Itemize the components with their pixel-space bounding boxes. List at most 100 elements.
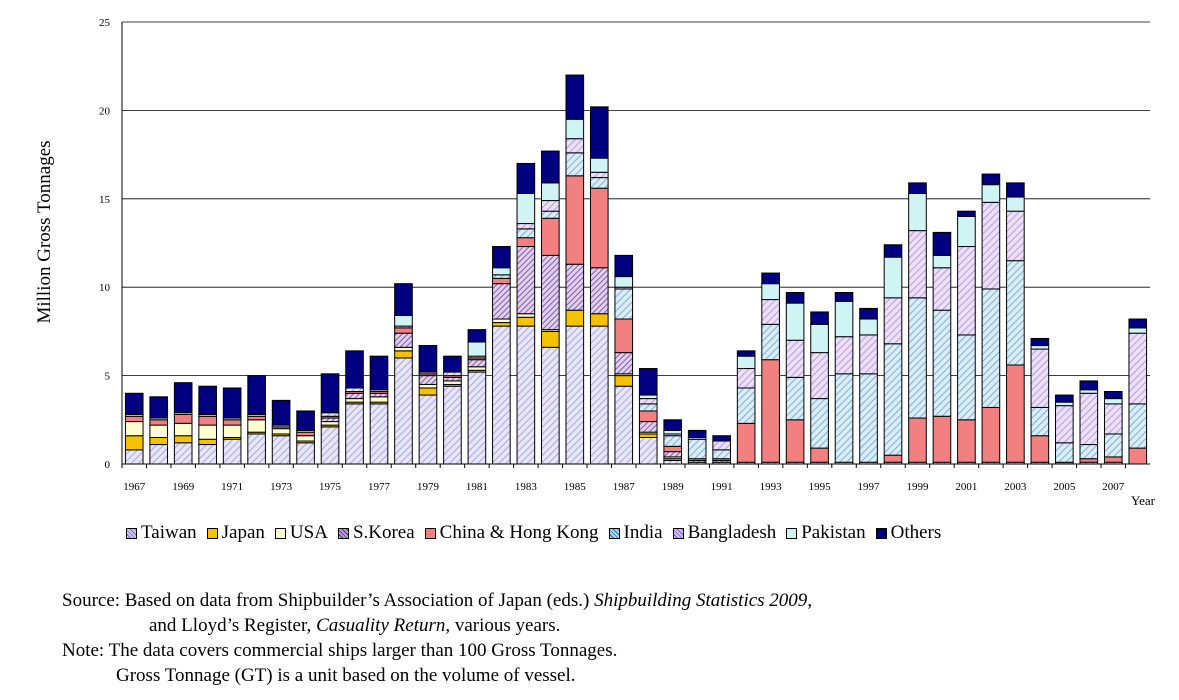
bar-segment-s-korea	[492, 283, 511, 320]
bar-segment-pakistan	[1030, 345, 1050, 350]
bar-segment-india	[663, 435, 683, 447]
bar-segment-others	[173, 382, 193, 414]
bar-segment-india	[1079, 444, 1099, 460]
bar-segment-japan	[638, 433, 658, 438]
legend-label: China & Hong Kong	[439, 522, 599, 543]
bar-stack-2007	[1103, 391, 1123, 465]
bar-segment-others	[859, 307, 878, 320]
bar-segment-china-hong-kong	[736, 422, 756, 463]
bar-segment-pakistan	[565, 118, 585, 140]
bar-segment-india	[810, 398, 829, 449]
bar-segment-usa	[345, 398, 364, 403]
bar-stack-1989	[663, 419, 683, 465]
bar-segment-japan	[565, 309, 585, 327]
bar-stack-1979	[418, 345, 438, 465]
bar-segment-taiwan	[443, 385, 462, 465]
bar-segment-china-hong-kong	[810, 447, 829, 463]
bar-segment-taiwan	[589, 325, 609, 465]
bar-segment-others	[981, 173, 1001, 186]
bar-segment-others	[712, 435, 731, 442]
bar-segment-china-hong-kong	[785, 419, 805, 463]
bar-segment-usa	[369, 396, 389, 403]
legend-item-taiwan: Taiwan	[126, 522, 197, 544]
bar-segment-china-hong-kong	[1103, 456, 1123, 463]
bar-segment-pakistan	[614, 276, 634, 288]
bar-segment-india	[957, 334, 976, 421]
bar-segment-china-hong-kong	[614, 318, 634, 354]
stacked-bar-chart: 0 5 10 15 20 25 1967 1969 1971 1973 1975 1977 1979 19…	[34, 17, 1156, 508]
bar-segment-india	[932, 309, 952, 417]
bar-stack-1969	[173, 382, 193, 465]
bar-segment-bangladesh	[1030, 348, 1050, 408]
bar-segment-others	[834, 292, 854, 302]
bar-segment-bangladesh	[1128, 332, 1148, 405]
bar-segment-pakistan	[785, 302, 805, 341]
bar-segment-taiwan	[516, 325, 536, 465]
bar-stack-1980	[443, 355, 462, 465]
bar-segment-taiwan	[124, 449, 144, 465]
bar-segment-india	[981, 288, 1001, 408]
legend: Taiwan Japan USA S.Korea China & Hong Kong In…	[126, 522, 951, 544]
y-axis-title: Million Gross Tonnages	[34, 140, 55, 323]
x-tick-label: 1969	[172, 481, 195, 493]
bar-segment-india	[638, 403, 658, 412]
bar-segment-others	[736, 350, 756, 357]
bar-segment-japan	[198, 438, 217, 446]
bar-segment-usa	[418, 383, 438, 389]
legend-item-china-hong-kong: China & Hong Kong	[424, 522, 599, 544]
bar-segment-others	[149, 396, 169, 419]
bar-segment-india	[443, 371, 462, 377]
bar-segment-japan	[418, 387, 438, 396]
bar-segment-india	[320, 412, 340, 417]
bar-segment-bangladesh	[883, 297, 903, 345]
x-tick-label: 1989	[662, 481, 685, 493]
bar-segment-china-hong-kong	[1030, 435, 1050, 463]
bar-segment-others	[516, 162, 536, 194]
bar-segment-others	[1079, 380, 1099, 391]
bar-stack-1983	[516, 162, 536, 465]
legend-label: Others	[890, 522, 942, 543]
x-tick-label: 2007	[1102, 481, 1125, 493]
bar-segment-others	[908, 182, 927, 194]
legend-swatch	[608, 527, 620, 539]
bar-segment-usa	[320, 421, 340, 426]
bar-stack-1977	[369, 355, 389, 465]
bar-segment-others	[1055, 394, 1074, 403]
x-tick-label: 1985	[564, 481, 587, 493]
bar-segment-usa	[443, 380, 462, 385]
bar-stack-1996	[834, 292, 854, 465]
bar-segment-bangladesh	[957, 246, 976, 336]
bar-segment-india	[1030, 406, 1050, 437]
bar-stack-1990	[687, 429, 707, 465]
bar-segment-bangladesh	[981, 201, 1001, 290]
bar-segment-s-korea	[418, 375, 438, 385]
x-tick-label: 1977	[368, 481, 391, 493]
bar-segment-others	[541, 150, 560, 184]
bar-segment-china-hong-kong	[565, 175, 585, 265]
x-tick-label: 2003	[1004, 481, 1027, 493]
legend-swatch	[786, 527, 798, 539]
bar-segment-others	[957, 210, 976, 217]
bar-segment-others	[785, 292, 805, 304]
bar-segment-taiwan	[296, 442, 315, 465]
legend-item-usa: USA	[274, 522, 328, 544]
bar-segment-taiwan	[467, 371, 487, 465]
bar-segment-pakistan	[957, 215, 976, 248]
bar-segment-pakistan	[908, 192, 927, 232]
bar-stack-2003	[1006, 182, 1025, 465]
bar-segment-china-hong-kong	[1006, 364, 1025, 463]
bar-segment-pakistan	[1079, 389, 1099, 394]
bar-segment-usa	[124, 421, 144, 437]
legend-swatch	[672, 527, 684, 539]
legend-item-bangladesh: Bangladesh	[672, 522, 776, 544]
bar-segment-others	[1128, 318, 1148, 329]
x-tick-label: 1983	[515, 481, 538, 493]
bar-segment-taiwan	[565, 325, 585, 465]
bar-segment-others	[1103, 391, 1123, 400]
x-tick-label: 1973	[270, 481, 293, 493]
bar-segment-s-korea	[614, 352, 634, 375]
bar-segment-china-hong-kong	[957, 419, 976, 463]
x-tick-label: 1999	[906, 481, 929, 493]
x-tick-label: 1981	[466, 481, 488, 493]
bar-segment-others	[663, 419, 683, 431]
